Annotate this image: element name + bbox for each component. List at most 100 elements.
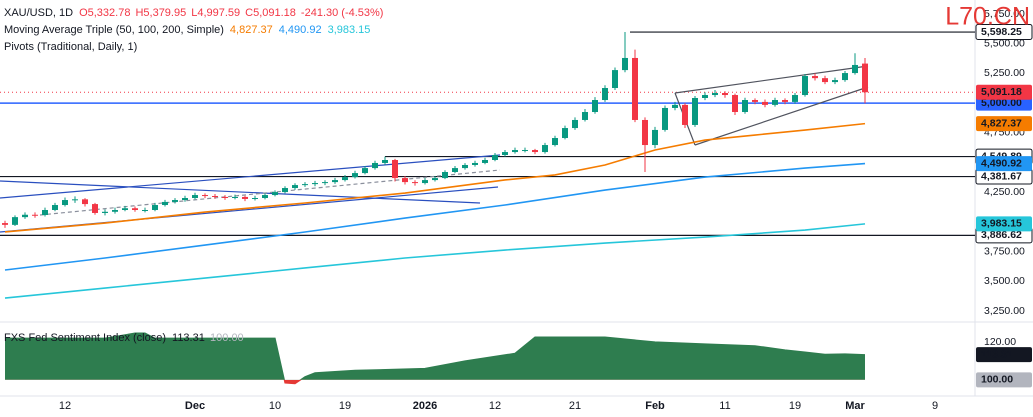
candle-body bbox=[92, 204, 98, 213]
candle-body bbox=[152, 205, 158, 211]
candle-body bbox=[52, 205, 58, 211]
ma-label-bg bbox=[976, 116, 1032, 132]
ma-title: Moving Average Triple (50, 100, 200, Sim… bbox=[4, 24, 224, 36]
candle-body bbox=[302, 184, 308, 186]
candle-body bbox=[452, 168, 458, 172]
x-tick-label: 19 bbox=[789, 400, 801, 412]
ma-label: 4,490.92 bbox=[981, 157, 1022, 169]
y-tick-label: 3,750.00 bbox=[984, 245, 1025, 257]
candle-body bbox=[672, 104, 678, 108]
candle-body bbox=[392, 160, 398, 179]
sentiment-value: 113.31 bbox=[172, 332, 205, 344]
pivot-label: 5,598.25 bbox=[981, 26, 1022, 38]
sentiment-baseline: 100.00 bbox=[210, 332, 244, 344]
candle-body bbox=[342, 177, 348, 181]
ohlc-change: -241.30 (-4.53%) bbox=[301, 7, 384, 19]
ohlc-open: O5,332.78 bbox=[79, 7, 130, 19]
candle-body bbox=[312, 183, 318, 185]
sentiment-title: FXS Fed Sentiment Index (close) bbox=[4, 332, 166, 344]
x-tick-label: 21 bbox=[569, 400, 581, 412]
baseline-label: 100.00 bbox=[981, 374, 1013, 386]
ohlc-low: L4,997.59 bbox=[191, 7, 240, 19]
ma-line bbox=[4, 162, 866, 271]
candle-body bbox=[402, 178, 408, 183]
candle-body bbox=[82, 199, 88, 205]
candle-body bbox=[582, 112, 588, 120]
axis-labels: 5,598.254,549.894,381.673,886.625,000.00… bbox=[975, 24, 1033, 388]
ma-label-bg bbox=[976, 156, 1032, 172]
ma-legend: Moving Average Triple (50, 100, 200, Sim… bbox=[4, 24, 370, 36]
candle-body bbox=[462, 164, 468, 169]
candle-body bbox=[662, 107, 668, 130]
candle-body bbox=[122, 208, 128, 211]
candle-body bbox=[752, 100, 758, 102]
pivot-label-bg bbox=[975, 24, 1033, 41]
candle-body bbox=[822, 78, 828, 83]
candle-body bbox=[202, 195, 208, 197]
candle-body bbox=[742, 100, 748, 113]
candle-body bbox=[62, 200, 68, 206]
candle-body bbox=[102, 211, 108, 213]
sentiment-area bbox=[5, 333, 865, 380]
x-tick-label: 12 bbox=[59, 400, 71, 412]
candle-body bbox=[702, 95, 708, 98]
candle-body bbox=[212, 195, 218, 197]
x-tick-label: Feb bbox=[645, 400, 665, 412]
x-tick-label: 9 bbox=[932, 400, 938, 412]
candle-body bbox=[242, 196, 248, 199]
last-price-label: 5,091.18 bbox=[981, 86, 1022, 98]
candle-body bbox=[692, 97, 698, 125]
trendline bbox=[39, 169, 501, 216]
ohlc-close: C5,091.18 bbox=[245, 7, 296, 19]
y-tick-label: 3,500.00 bbox=[984, 275, 1025, 287]
sentiment-legend: FXS Fed Sentiment Index (close) 113.31 100… bbox=[4, 332, 244, 344]
candle-body bbox=[792, 95, 798, 102]
x-tick-label: 12 bbox=[489, 400, 501, 412]
candle-body bbox=[382, 160, 388, 163]
candle-body bbox=[562, 128, 568, 139]
candle-body bbox=[542, 145, 548, 153]
sentiment-line bbox=[5, 332, 866, 380]
candle-body bbox=[412, 182, 418, 184]
candle-body bbox=[442, 171, 448, 179]
candle-body bbox=[832, 80, 838, 83]
trendline bbox=[0, 154, 501, 199]
symbol-legend: XAU/USD, 1D O5,332.78 H5,379.95 L4,997.59 C5… bbox=[4, 7, 383, 19]
symbol: XAU/USD, 1D bbox=[4, 7, 73, 19]
candle-body bbox=[432, 178, 438, 181]
candle-body bbox=[652, 129, 658, 146]
level-lines bbox=[0, 31, 975, 236]
candle-body bbox=[762, 101, 768, 105]
candle-body bbox=[272, 192, 278, 196]
candle-body bbox=[802, 76, 808, 96]
ma-value: 3,983.15 bbox=[328, 24, 371, 36]
pivot-label: 4,381.67 bbox=[981, 170, 1022, 182]
candle-body bbox=[12, 217, 18, 225]
candle-body bbox=[482, 160, 488, 163]
candle-body bbox=[332, 180, 338, 183]
ma-label: 4,827.37 bbox=[981, 117, 1022, 129]
y-tick-label: 3,250.00 bbox=[984, 305, 1025, 317]
ma-line bbox=[4, 223, 866, 299]
candle-body bbox=[162, 201, 168, 206]
ma-value: 4,827.37 bbox=[230, 24, 273, 36]
candle-body bbox=[42, 210, 48, 215]
x-tick-label: Dec bbox=[185, 400, 205, 412]
x-tick-label: Mar bbox=[845, 400, 865, 412]
candle-body bbox=[612, 70, 618, 89]
last-price-label-bg bbox=[976, 84, 1032, 100]
candle-body bbox=[732, 95, 738, 113]
moving-averages bbox=[4, 122, 866, 299]
candle-body bbox=[772, 100, 778, 105]
candle-body bbox=[682, 104, 688, 125]
candles bbox=[2, 32, 868, 228]
sentiment-pane bbox=[5, 332, 866, 385]
baseline-label-bg bbox=[976, 372, 1032, 388]
candle-body bbox=[592, 100, 598, 113]
candle-body bbox=[712, 93, 718, 96]
hline-label: 5,000.00 bbox=[981, 97, 1022, 109]
candle-body bbox=[182, 198, 188, 201]
candle-body bbox=[472, 162, 478, 165]
candle-body bbox=[572, 119, 578, 129]
candle-body bbox=[172, 200, 178, 202]
